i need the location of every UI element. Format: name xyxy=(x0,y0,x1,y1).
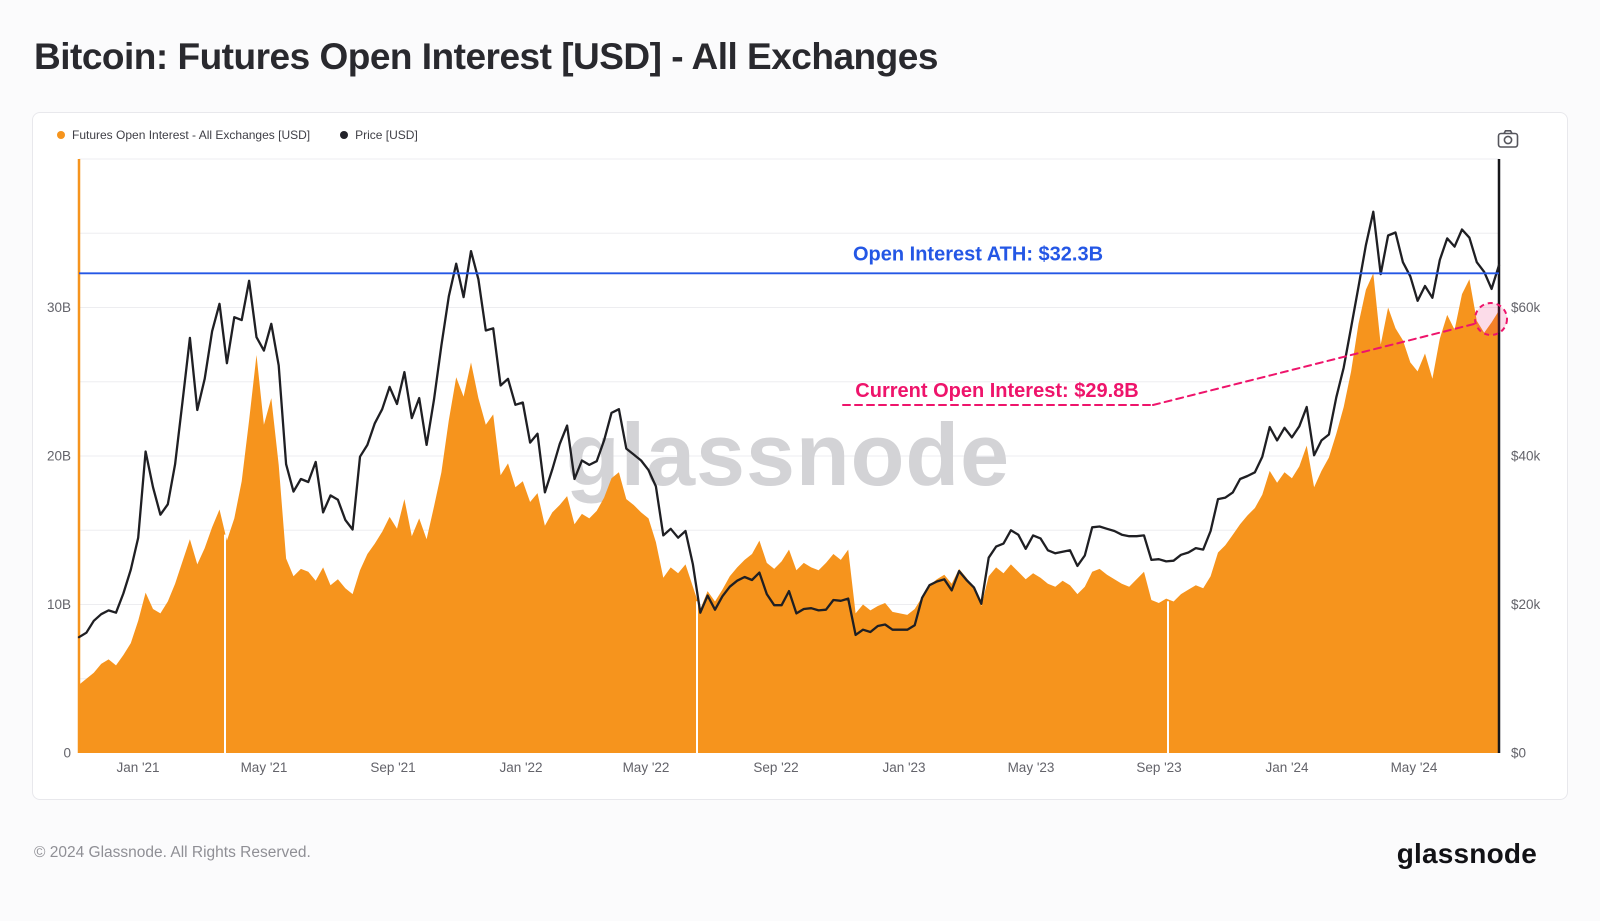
chart-card: glassnode Open Interest ATH: $32.3B Curren… xyxy=(32,112,1568,800)
x-axis-tick-label: Jan '22 xyxy=(499,760,542,775)
legend-item-open-interest[interactable]: Futures Open Interest - All Exchanges [U… xyxy=(57,128,310,142)
copyright-text: © 2024 Glassnode. All Rights Reserved. xyxy=(34,844,311,861)
legend-label-open-interest: Futures Open Interest - All Exchanges [U… xyxy=(72,128,311,142)
current-oi-leader-line xyxy=(1152,323,1475,406)
open-interest-area[interactable] xyxy=(79,273,1499,753)
x-axis-tick-label: May '21 xyxy=(241,760,288,775)
x-axis-tick-label: Jan '23 xyxy=(882,760,925,775)
price-swatch-icon xyxy=(340,131,349,139)
legend-label-price: Price [USD] xyxy=(355,128,418,142)
price-line[interactable] xyxy=(77,210,1501,639)
x-axis-tick-label: Jan '24 xyxy=(1265,760,1309,775)
current-oi-marker-circle xyxy=(1474,302,1508,336)
right-axis-tick-label: $40k xyxy=(1511,449,1541,464)
x-axis-tick-label: Sep '22 xyxy=(753,760,798,775)
left-axis-tick-label: 10B xyxy=(47,597,71,612)
glassnode-logo[interactable]: glassnode xyxy=(1396,838,1537,869)
right-axis-tick-label: $20k xyxy=(1511,597,1541,612)
page-title: Bitcoin: Futures Open Interest [USD] - A… xyxy=(34,36,938,77)
chart-legend: Futures Open Interest - All Exchanges [U… xyxy=(57,128,418,142)
x-axis-tick-label: May '23 xyxy=(1008,760,1055,775)
x-axis-tick-label: May '24 xyxy=(1391,760,1438,775)
camera-icon xyxy=(1497,130,1519,148)
current-oi-annotation-label: Current Open Interest: $29.8B xyxy=(855,380,1138,402)
x-axis-tick-label: Sep '21 xyxy=(370,760,415,775)
left-axis-tick-label: 20B xyxy=(47,449,71,464)
right-axis-tick-label: $60k xyxy=(1511,300,1541,315)
x-axis-tick-label: Jan '21 xyxy=(116,760,159,775)
open-interest-swatch-icon xyxy=(57,131,65,139)
camera-button[interactable] xyxy=(1495,127,1521,151)
chart-canvas[interactable]: glassnode Open Interest ATH: $32.3B Curren… xyxy=(33,113,1569,801)
ath-annotation-label: Open Interest ATH: $32.3B xyxy=(853,243,1103,265)
right-axis-tick-label: $0 xyxy=(1511,746,1526,761)
legend-item-price[interactable]: Price [USD] xyxy=(340,128,418,142)
left-axis-tick-label: 0 xyxy=(63,746,71,761)
left-axis-tick-label: 30B xyxy=(47,300,71,315)
glassnode-watermark: glassnode xyxy=(566,405,1010,504)
x-axis-tick-label: May '22 xyxy=(623,760,670,775)
x-axis-tick-label: Sep '23 xyxy=(1136,760,1181,775)
